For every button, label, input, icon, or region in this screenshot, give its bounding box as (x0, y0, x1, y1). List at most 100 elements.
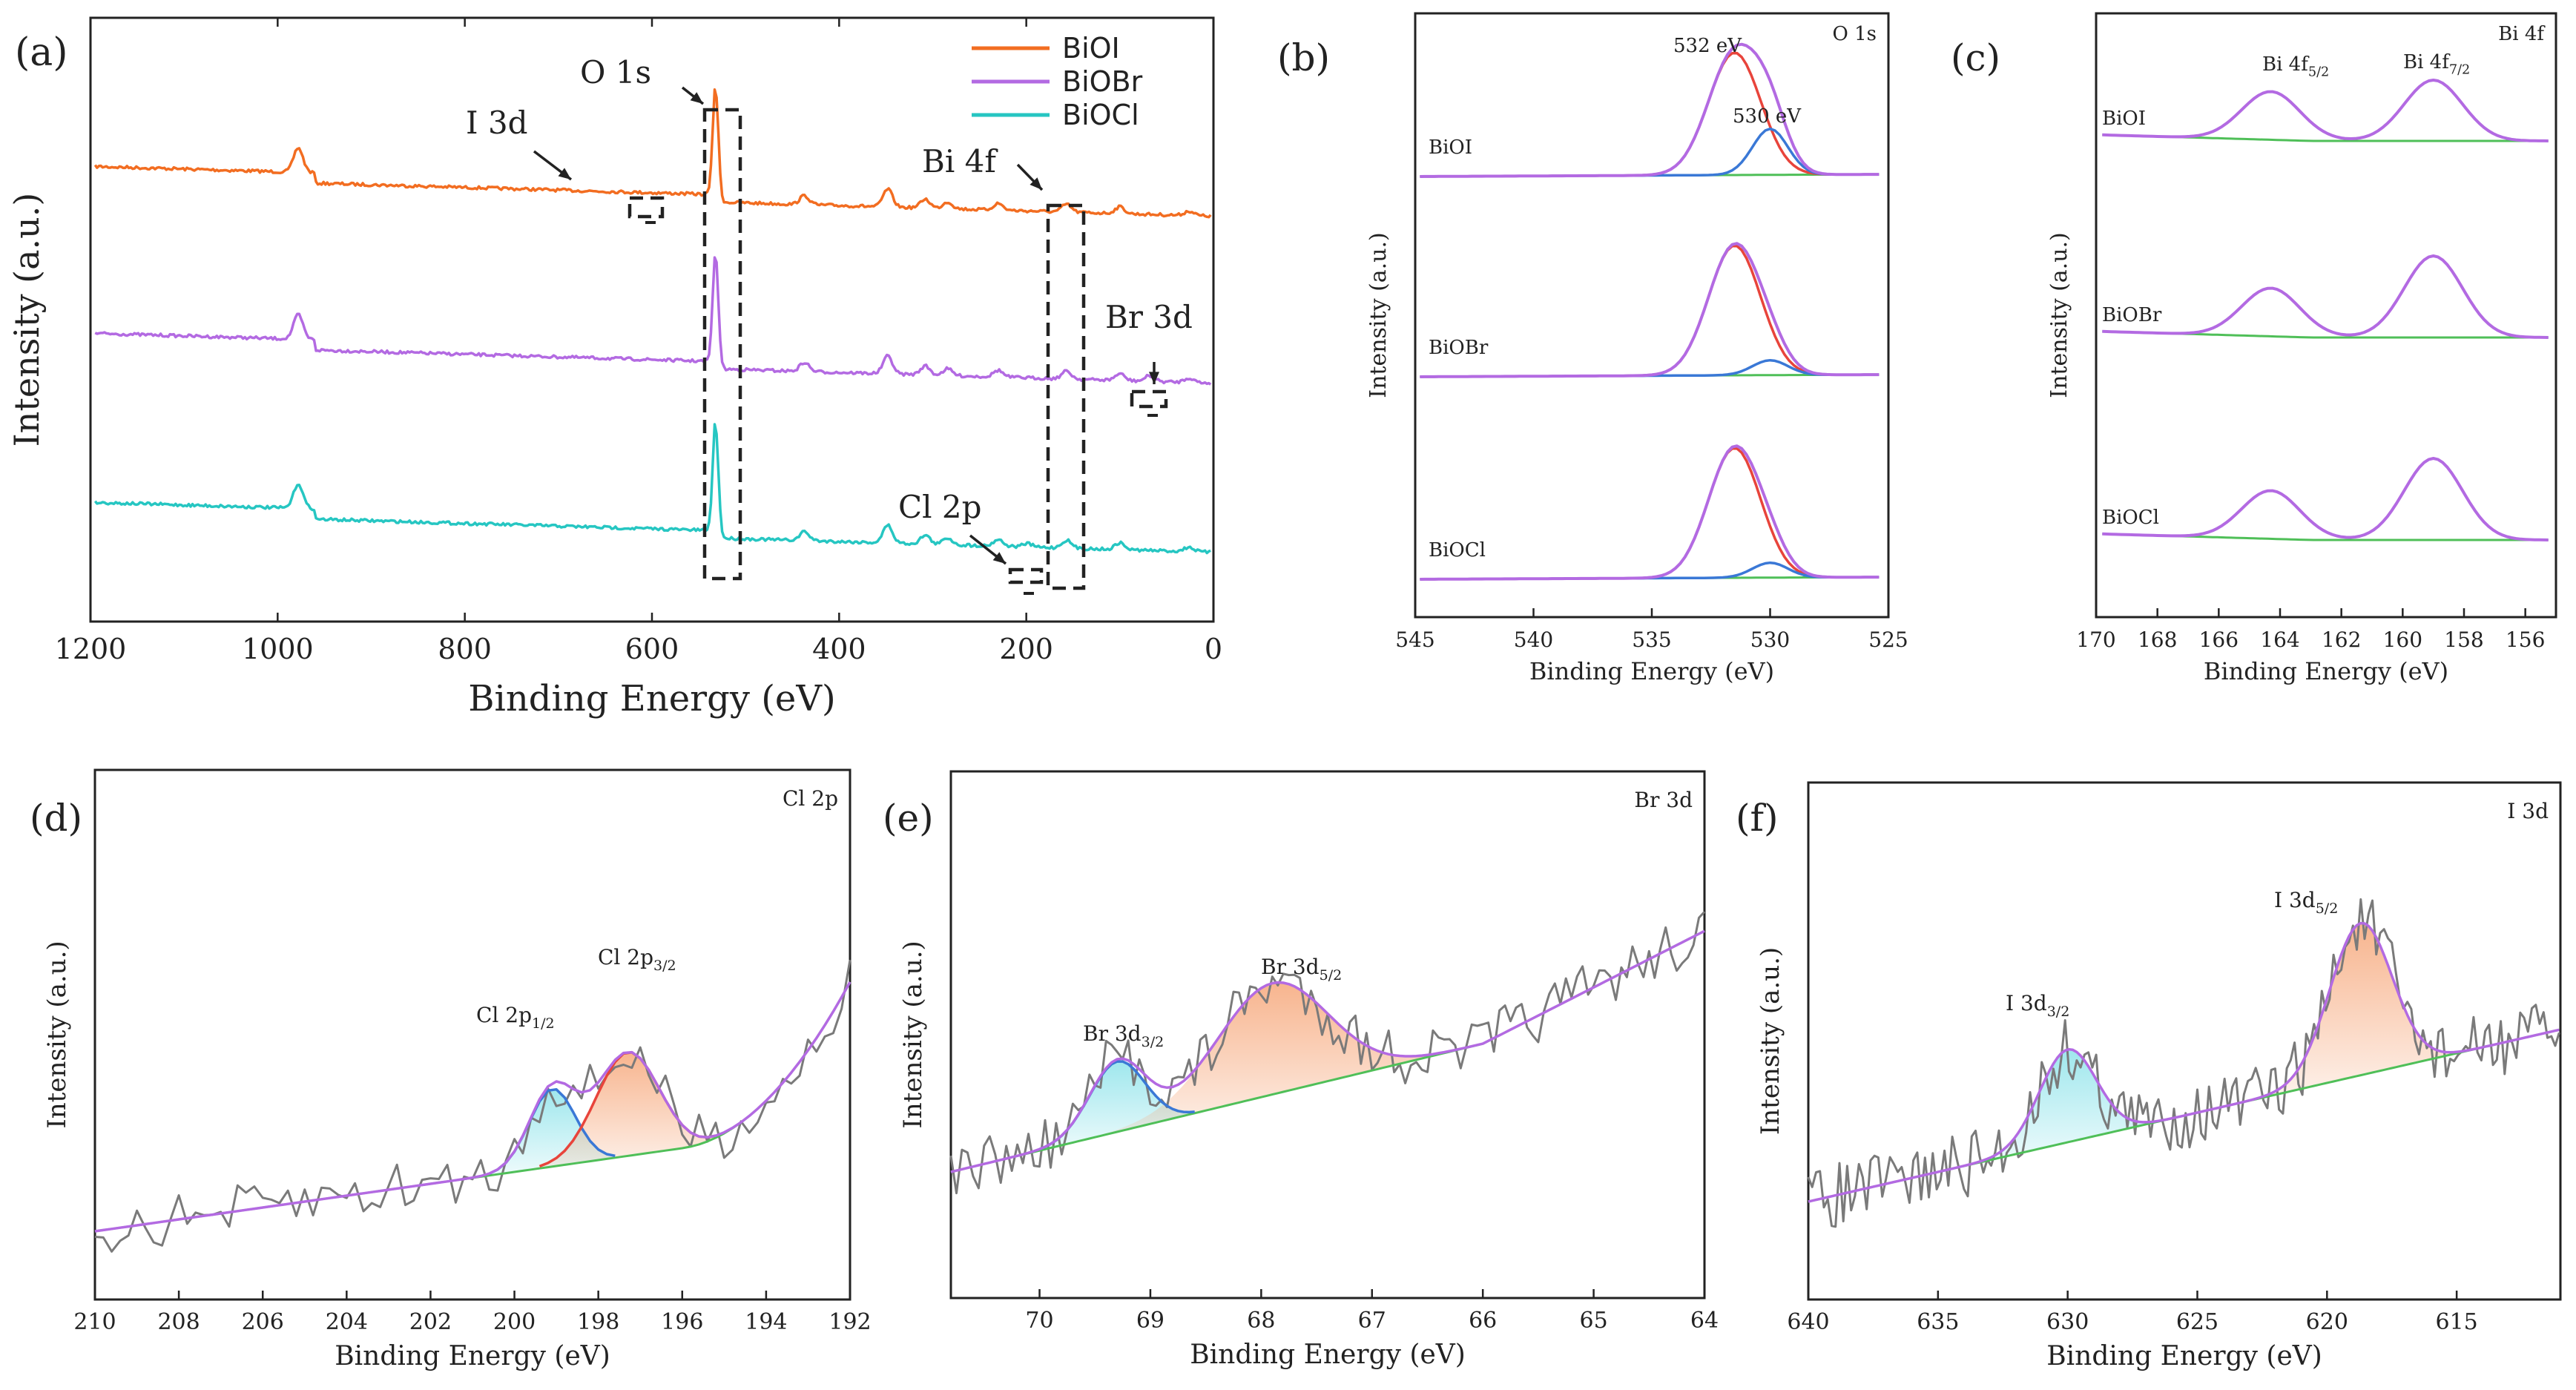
arrow-head (1030, 177, 1042, 190)
x-axis-label: Binding Energy (eV) (335, 1341, 610, 1371)
x-tick-label: 202 (409, 1309, 452, 1335)
peak-label-i3d32: I 3d3/2 (2006, 991, 2069, 1020)
envelope-line (1420, 444, 1880, 581)
y-axis-label: Intensity (a.u.) (2046, 232, 2072, 398)
panel-label: (e) (883, 797, 934, 840)
sample-label-BiOBr: BiOBr (1429, 337, 1489, 359)
peak-label-br3d32: Br 3d3/2 (1083, 1021, 1164, 1050)
panel-title: O 1s (1833, 23, 1877, 45)
fit-component-line (1420, 447, 1880, 581)
label-o1s: O 1s (580, 54, 651, 90)
x-tick-label: 196 (661, 1309, 703, 1335)
envelope-line (1808, 921, 2560, 1203)
sample-label-BiOI: BiOI (2102, 108, 2146, 130)
fit-component-line (1420, 51, 1880, 178)
x-axis-label: Binding Energy (eV) (2046, 1341, 2322, 1371)
baseline-line (94, 981, 851, 1233)
x-tick-label: 170 (2076, 628, 2115, 652)
raw-data-line (1807, 898, 2560, 1228)
dashed-box (1008, 567, 1044, 584)
x-tick-label: 800 (438, 633, 492, 665)
x-tick-label: 640 (1787, 1309, 1829, 1335)
dashed-box (627, 196, 665, 219)
peak-label-cl2p12: Cl 2p1/2 (476, 1003, 555, 1032)
x-tick-label: 1000 (242, 633, 314, 665)
peak-fill (1034, 1061, 1201, 1152)
arrow-head (558, 168, 571, 179)
x-tick-label: 0 (1205, 633, 1222, 665)
sample-label-BiOCl: BiOCl (1429, 539, 1486, 561)
fit-component-line (1420, 244, 1880, 378)
x-tick-label: 164 (2260, 628, 2299, 652)
x-tick-label: 65 (1579, 1308, 1607, 1334)
x-tick-label: 67 (1358, 1308, 1386, 1334)
peak-label-532: 532 eV (1673, 35, 1742, 57)
dashed-box (1130, 389, 1168, 409)
label-cl2p: Cl 2p (898, 489, 982, 525)
peak-fill (2259, 923, 2463, 1099)
dashed-box (1046, 203, 1086, 590)
x-tick-label: 166 (2199, 628, 2239, 652)
x-tick-label: 525 (1868, 628, 1908, 652)
x-tick-label: 635 (1917, 1309, 1959, 1335)
x-axis-label: Binding Energy (eV) (1190, 1340, 1466, 1370)
x-tick-label: 625 (2176, 1309, 2218, 1335)
x-tick-label: 400 (812, 633, 866, 665)
plot-frame (1414, 12, 1890, 619)
peak-label-i3d52: I 3d5/2 (2274, 888, 2338, 917)
envelope-line (1420, 242, 1880, 378)
x-tick-label: 68 (1247, 1308, 1275, 1334)
legend-label-BiOBr: BiOBr (1062, 65, 1143, 98)
envelope-line (950, 929, 1705, 1173)
x-tick-label: 204 (326, 1309, 368, 1335)
panel-title: Cl 2p (783, 786, 838, 811)
arrow-head (1148, 372, 1160, 384)
x-tick-label: 600 (625, 633, 679, 665)
plot-frame (93, 768, 851, 1301)
x-tick-label: 64 (1690, 1308, 1719, 1334)
x-tick-label: 69 (1136, 1308, 1165, 1334)
x-axis-label: Binding Energy (eV) (2204, 657, 2448, 685)
peak-fill (531, 1052, 725, 1170)
x-tick-label: 200 (493, 1309, 536, 1335)
panel-label: (c) (1951, 36, 2000, 79)
legend-label-BiOI: BiOI (1062, 32, 1120, 65)
y-axis-label: Intensity (a.u.) (1756, 947, 1785, 1135)
arrow-head (690, 92, 703, 104)
legend-label-BiOCl: BiOCl (1062, 99, 1139, 131)
plot-frame (2095, 12, 2557, 619)
x-tick-label: 200 (999, 633, 1053, 665)
peak-label-bi4f72: Bi 4f7/2 (2403, 51, 2470, 77)
x-axis-label: Binding Energy (eV) (1529, 657, 1774, 685)
y-axis-label: Intensity (a.u.) (1366, 232, 1391, 398)
x-tick-label: 192 (829, 1309, 871, 1335)
series-line-BiOI (93, 88, 1212, 219)
x-tick-label: 620 (2306, 1309, 2348, 1335)
x-tick-label: 70 (1025, 1308, 1053, 1334)
sample-label-BiOBr: BiOBr (2102, 304, 2162, 326)
x-tick-label: 535 (1632, 628, 1671, 652)
label-i3d: I 3d (466, 105, 528, 141)
x-axis-label: Binding Energy (eV) (468, 678, 835, 719)
peak-label-bi4f52: Bi 4f5/2 (2262, 53, 2329, 79)
x-tick-label: 160 (2383, 628, 2422, 652)
panel-label: (f) (1736, 797, 1779, 840)
raw-data-line (94, 959, 851, 1253)
panel-title: I 3d (2507, 799, 2549, 823)
y-axis-label: Intensity (a.u.) (7, 193, 47, 447)
peak-label-br3d52: Br 3d5/2 (1261, 955, 1342, 984)
series-line-BiOBr (94, 256, 1212, 386)
peak-label-530: 530 eV (1733, 105, 1802, 128)
panel-label: (d) (30, 797, 82, 840)
x-tick-label: 540 (1514, 628, 1553, 652)
plot-frame (89, 16, 1215, 623)
x-tick-label: 530 (1750, 628, 1790, 652)
x-tick-label: 66 (1469, 1308, 1497, 1334)
y-axis-label: Intensity (a.u.) (42, 941, 72, 1128)
series-line-BiOCl (93, 423, 1211, 555)
label-br3d: Br 3d (1105, 299, 1193, 335)
envelope-line (1420, 42, 1880, 178)
x-tick-label: 168 (2138, 628, 2177, 652)
x-tick-label: 630 (2046, 1309, 2089, 1335)
